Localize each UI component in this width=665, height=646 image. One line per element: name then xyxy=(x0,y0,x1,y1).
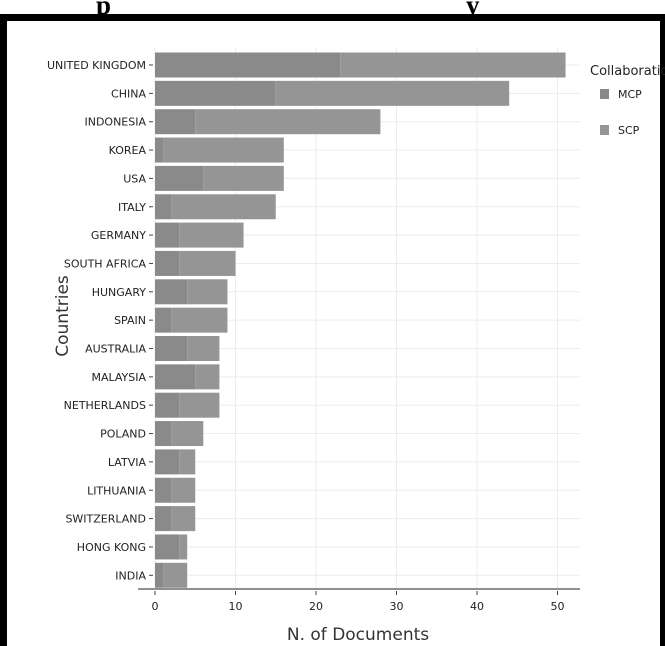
bar-mcp xyxy=(155,307,172,333)
bar-scp xyxy=(171,506,196,532)
bar-mcp xyxy=(155,222,180,248)
bar-scp xyxy=(275,80,510,106)
bar-mcp xyxy=(155,364,196,390)
bar-scp xyxy=(179,250,236,276)
y-tick-label: SWITZERLAND xyxy=(65,513,146,526)
y-tick-label: SOUTH AFRICA xyxy=(64,257,147,270)
axes-layer: UNITED KINGDOM CHINA INDONESIA KOREA USA ITAL… xyxy=(47,59,580,613)
legend-title: Collaboration xyxy=(590,64,665,79)
bar-mcp xyxy=(155,250,180,276)
y-tick-label: INDONESIA xyxy=(84,116,146,129)
y-tick-label: HUNGARY xyxy=(92,286,147,299)
x-tick-label: 50 xyxy=(551,600,565,613)
bar-scp xyxy=(187,336,220,361)
x-tick-label: 20 xyxy=(309,600,323,613)
bar-mcp xyxy=(155,562,164,588)
legend-swatch-scp xyxy=(600,125,609,135)
bar-scp xyxy=(171,421,204,447)
bar-scp xyxy=(171,477,196,503)
legend-label-scp: SCP xyxy=(618,124,640,137)
bar-mcp xyxy=(155,137,164,163)
bar-scp xyxy=(195,364,220,390)
legend: Collaboration MCP SCP xyxy=(590,64,665,137)
y-axis-title: Countries xyxy=(53,275,73,357)
y-tick-label: MALAYSIA xyxy=(91,371,146,384)
bar-mcp xyxy=(155,194,172,220)
y-tick-label: NETHERLANDS xyxy=(64,399,146,412)
y-tick-label: KOREA xyxy=(109,144,147,157)
bar-scp xyxy=(203,165,284,191)
bar-scp xyxy=(171,307,228,333)
y-tick-label: LATVIA xyxy=(108,456,147,469)
bar-scp xyxy=(179,449,196,475)
x-tick-label: 40 xyxy=(470,600,484,613)
bar-mcp xyxy=(155,392,180,418)
y-tick-label: HONG KONG xyxy=(77,541,146,554)
bar-mcp xyxy=(155,279,188,305)
bar-scp xyxy=(171,194,276,220)
bar-scp xyxy=(195,109,381,135)
bars-layer xyxy=(155,52,566,588)
x-tick-label: 0 xyxy=(152,600,159,613)
legend-label-mcp: MCP xyxy=(618,88,642,101)
legend-swatch-mcp xyxy=(600,89,609,99)
bar-scp xyxy=(179,534,188,560)
bar-mcp xyxy=(155,80,276,106)
bar-scp xyxy=(179,222,244,248)
y-tick-label: SPAIN xyxy=(114,314,146,327)
bar-mcp xyxy=(155,421,172,447)
y-tick-label: USA xyxy=(123,172,146,185)
y-tick-label: POLAND xyxy=(100,428,146,441)
bar-mcp xyxy=(155,449,180,475)
bar-mcp xyxy=(155,52,341,78)
bar-mcp xyxy=(155,109,196,135)
x-axis-title: N. of Documents xyxy=(287,625,429,645)
y-tick-label: CHINA xyxy=(111,87,146,100)
y-tick-label: AUSTRALIA xyxy=(85,343,146,356)
y-tick-label: LITHUANIA xyxy=(87,484,146,497)
y-tick-label: UNITED KINGDOM xyxy=(47,59,146,72)
x-tick-label: 10 xyxy=(229,600,243,613)
bar-scp xyxy=(163,137,284,163)
bar-mcp xyxy=(155,336,188,361)
bar-mcp xyxy=(155,165,204,191)
y-tick-label: ITALY xyxy=(118,201,146,214)
bar-scp xyxy=(340,52,566,78)
bar-mcp xyxy=(155,477,172,503)
bar-scp xyxy=(187,279,228,305)
bar-mcp xyxy=(155,534,180,560)
chart-title-strip: p y xyxy=(0,0,665,14)
y-tick-label: GERMANY xyxy=(91,229,146,242)
bar-scp xyxy=(179,392,220,418)
bar-scp xyxy=(163,562,188,588)
x-tick-label: 30 xyxy=(390,600,404,613)
bar-mcp xyxy=(155,506,172,532)
y-tick-label: INDIA xyxy=(115,569,146,582)
